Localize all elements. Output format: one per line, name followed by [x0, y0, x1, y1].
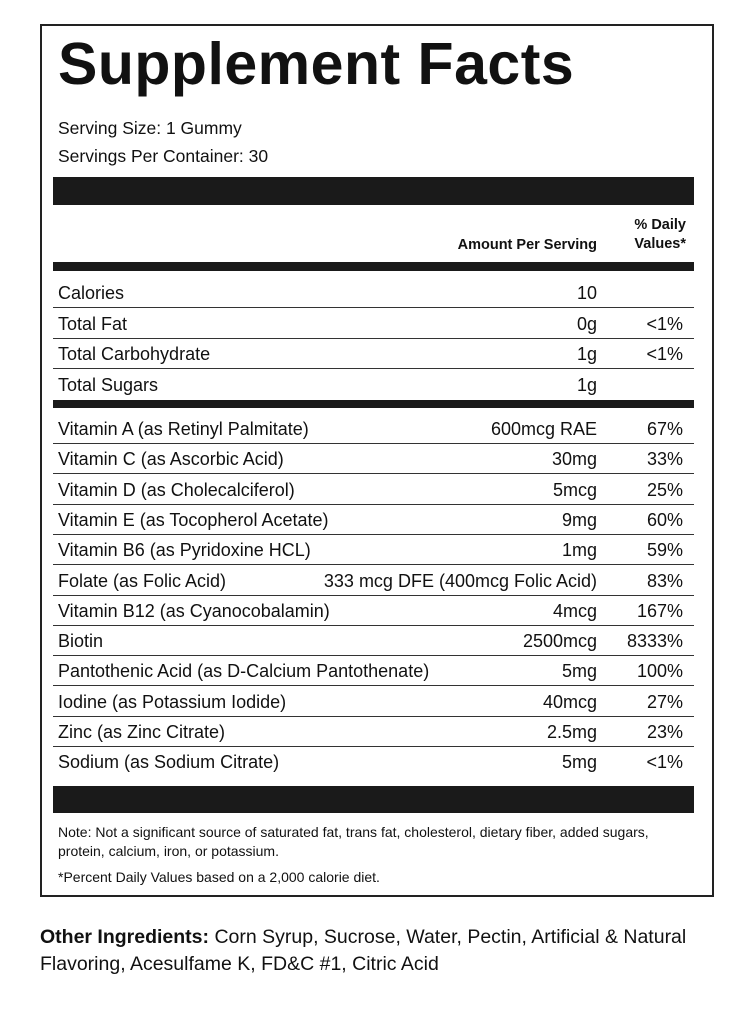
nutrient-name: Zinc (as Zinc Citrate)	[58, 722, 226, 742]
nutrient-name: Vitamin C (as Ascorbic Acid)	[58, 449, 284, 470]
daily-value: 59%	[646, 540, 683, 561]
amount-value: 2.5mg	[546, 722, 597, 742]
daily-value: 67%	[646, 419, 683, 439]
daily-value: 100%	[636, 661, 683, 682]
daily-value: 83%	[646, 570, 683, 591]
table-row: Vitamin E (as Tocopherol Acetate) 9mg 60%	[53, 505, 694, 535]
amount-value: 5mg	[561, 661, 597, 682]
amount-value: 5mcg	[552, 479, 597, 500]
daily-value: 8333%	[626, 631, 683, 652]
nutrient-name: Vitamin A (as Retinyl Palmitate)	[58, 419, 309, 439]
table-row: Zinc (as Zinc Citrate) 2.5mg 23%	[53, 717, 694, 747]
table-row: Vitamin B12 (as Cyanocobalamin) 4mcg 167%	[53, 596, 694, 626]
amount-value: 2500mcg	[522, 631, 597, 652]
nutrient-name: Vitamin D (as Cholecalciferol)	[58, 479, 295, 500]
nutrient-name: Vitamin B6 (as Pyridoxine HCL)	[58, 540, 311, 561]
amount-header: Amount Per Serving	[457, 237, 597, 253]
daily-value: <1%	[646, 752, 683, 773]
table-row: Total Fat 0g <1%	[53, 309, 694, 339]
nutrient-name: Folate (as Folic Acid)	[58, 570, 227, 591]
servings-per-container: Servings Per Container: 30	[58, 146, 269, 166]
amount-value: 30mg	[551, 449, 597, 470]
daily-value: 27%	[646, 691, 683, 712]
panel-title: Supplement Facts	[58, 31, 575, 97]
amount-value: 4mcg	[552, 600, 597, 621]
nutrient-name: Calories	[58, 283, 125, 303]
table-row: Folate (as Folic Acid) 333 mcg DFE (400mc…	[53, 566, 694, 596]
table-row: Sodium (as Sodium Citrate) 5mg <1%	[53, 747, 694, 777]
table-row: Iodine (as Potassium Iodide) 40mcg 27%	[53, 687, 694, 717]
nutrient-name: Biotin	[58, 631, 104, 652]
daily-value: 23%	[646, 722, 683, 742]
divider-bar	[53, 262, 694, 271]
amount-value: 1mg	[561, 540, 597, 561]
nutrient-name: Sodium (as Sodium Citrate)	[58, 752, 280, 773]
amount-value: 600mcg RAE	[490, 419, 597, 439]
amount-value: 5mg	[561, 752, 597, 773]
nutrient-name: Iodine (as Potassium Iodide)	[58, 691, 287, 712]
daily-value: <1%	[646, 344, 683, 364]
amount-value: 1g	[576, 374, 597, 395]
divider-bar	[53, 400, 694, 408]
footnote-text: *Percent Daily Values based on a 2,000 c…	[58, 869, 380, 885]
other-ingredients: Other Ingredients: Corn Syrup, Sucrose, …	[40, 926, 687, 975]
daily-value: 25%	[646, 479, 683, 500]
table-row: Total Carbohydrate 1g <1%	[53, 339, 694, 369]
table-row: Vitamin A (as Retinyl Palmitate) 600mcg R…	[53, 414, 694, 444]
table-row: Vitamin C (as Ascorbic Acid) 30mg 33%	[53, 444, 694, 475]
divider-bar	[53, 786, 694, 813]
divider-bar	[53, 177, 694, 205]
amount-value: 1g	[576, 344, 597, 364]
table-row: Vitamin D (as Cholecalciferol) 5mcg 25%	[53, 475, 694, 505]
serving-size: Serving Size: 1 Gummy	[58, 118, 242, 138]
nutrient-name: Vitamin B12 (as Cyanocobalamin)	[58, 600, 330, 621]
nutrient-name: Total Carbohydrate	[58, 344, 211, 364]
daily-value: 33%	[646, 449, 683, 470]
note-text: Note: Not a significant source of satura…	[58, 824, 649, 859]
supplement-facts-panel	[40, 24, 714, 897]
amount-value: 10	[576, 283, 597, 303]
table-row: Pantothenic Acid (as D-Calcium Pantothen…	[53, 656, 694, 687]
nutrient-name: Total Sugars	[58, 374, 159, 395]
daily-value: <1%	[646, 313, 683, 334]
amount-value: 9mg	[561, 509, 597, 530]
daily-value: 167%	[636, 600, 683, 621]
nutrient-name: Vitamin E (as Tocopherol Acetate)	[58, 509, 329, 530]
table-row: Vitamin B6 (as Pyridoxine HCL) 1mg 59%	[53, 535, 694, 566]
nutrient-name: Total Fat	[58, 313, 128, 334]
amount-value: 0g	[576, 313, 597, 334]
table-row: Biotin 2500mcg 8333%	[53, 626, 694, 657]
amount-value: 333 mcg DFE (400mcg Folic Acid)	[323, 570, 597, 591]
table-row: Calories 10	[53, 278, 694, 308]
dv-header: % Daily Values*	[634, 217, 686, 252]
amount-value: 40mcg	[542, 691, 597, 712]
table-row: Total Sugars 1g	[53, 370, 694, 400]
daily-value: 60%	[646, 509, 683, 530]
nutrient-name: Pantothenic Acid (as D-Calcium Pantothen…	[58, 661, 430, 682]
